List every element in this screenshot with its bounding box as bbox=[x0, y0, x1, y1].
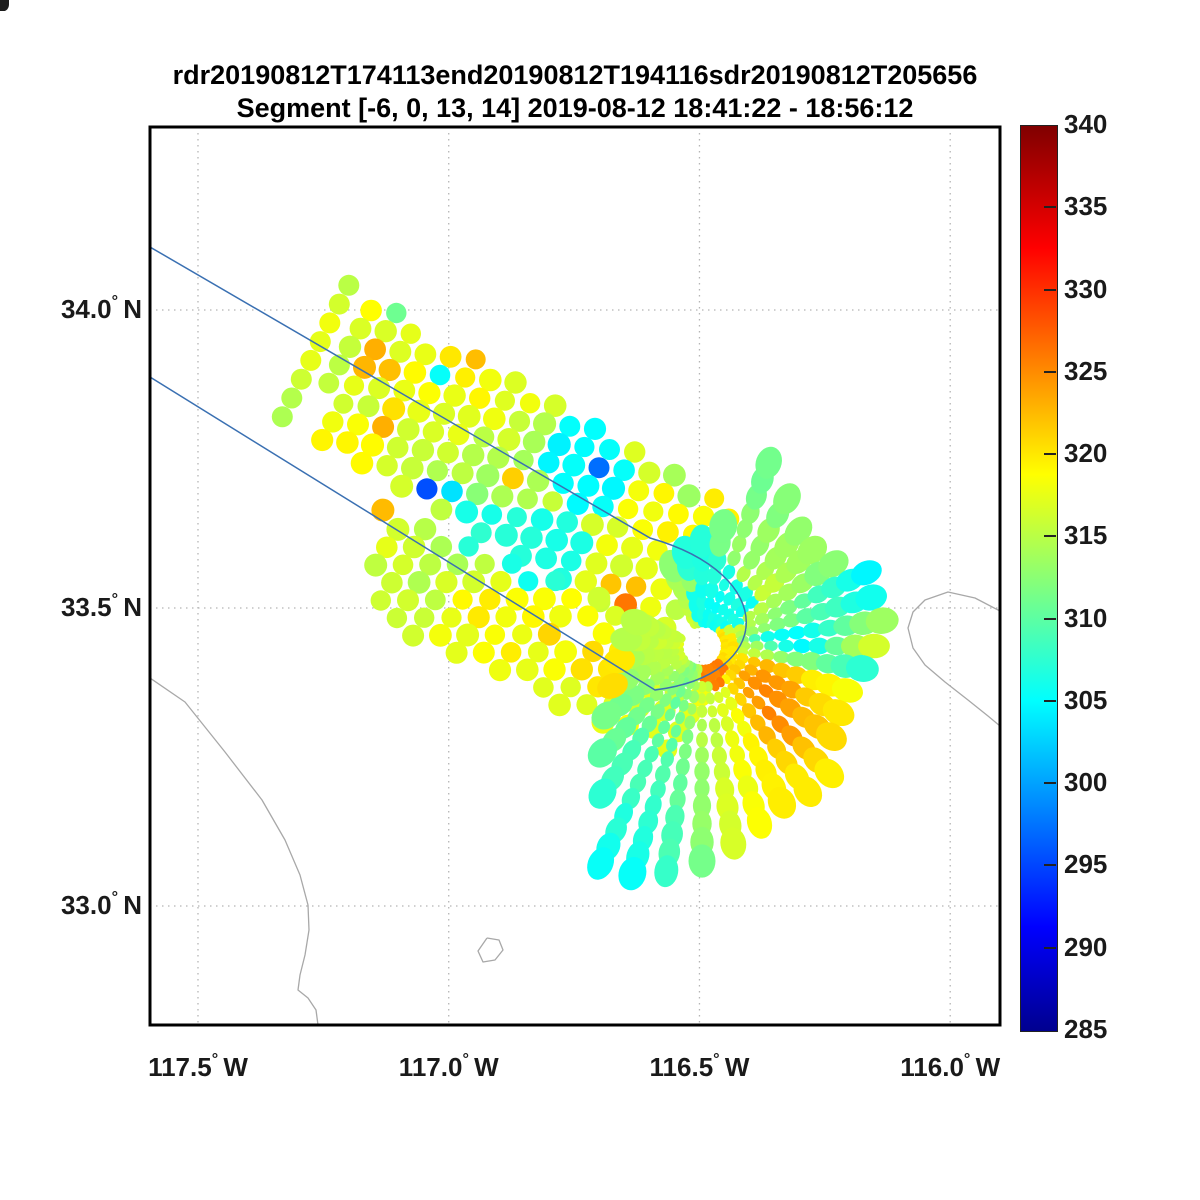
x-tick-label: 116.5° W bbox=[649, 1050, 750, 1082]
colorbar-tick-mark bbox=[1044, 535, 1056, 538]
colorbar-tick-label: 315 bbox=[1064, 520, 1108, 551]
colorbar-tick-label: 330 bbox=[1064, 273, 1108, 304]
island-outline bbox=[477, 937, 504, 963]
degree-symbol: ° bbox=[111, 590, 119, 609]
colorbar-gradient bbox=[1020, 125, 1058, 1032]
degree-symbol: ° bbox=[713, 1050, 720, 1069]
degree-symbol: ° bbox=[111, 888, 119, 907]
colorbar-tick-label: 305 bbox=[1064, 684, 1108, 715]
figure-title-line-2: Segment [-6, 0, 13, 14] 2019-08-12 18:41… bbox=[236, 93, 914, 123]
axes-border bbox=[148, 125, 1002, 1027]
x-tick-label: 117.5° W bbox=[148, 1050, 248, 1082]
colorbar-tick-label: 290 bbox=[1064, 931, 1108, 962]
degree-symbol: ° bbox=[462, 1050, 469, 1069]
colorbar-tick-mark bbox=[1044, 370, 1056, 373]
map-outlines bbox=[151, 591, 999, 1024]
colorbar-tick-label: 285 bbox=[1064, 1014, 1108, 1044]
colorbar-tick-label: 310 bbox=[1064, 602, 1108, 633]
degree-symbol: ° bbox=[111, 292, 119, 311]
colorbar-tick-mark bbox=[1044, 699, 1056, 702]
colorbar-tick-label: 295 bbox=[1064, 849, 1108, 880]
y-tick-label: 33.0° N bbox=[60, 888, 142, 920]
y-tick-label: 34.0° N bbox=[60, 292, 142, 324]
y-tick-label: 33.5° N bbox=[60, 590, 142, 622]
swath-scatter bbox=[271, 274, 740, 760]
fan-scatter bbox=[587, 446, 899, 891]
x-tick-label: 117.0° W bbox=[398, 1050, 499, 1082]
degree-symbol: ° bbox=[211, 1050, 219, 1069]
degree-symbol: ° bbox=[963, 1050, 971, 1069]
colorbar-tick-mark bbox=[1044, 946, 1056, 949]
flight-track-line bbox=[151, 246, 747, 691]
salton-sea-outline bbox=[907, 591, 999, 727]
colorbar-tick-mark bbox=[1044, 864, 1056, 867]
coastline-southwest bbox=[151, 677, 319, 1024]
colorbar-tick-label: 300 bbox=[1064, 767, 1108, 798]
colorbar-tick-label: 325 bbox=[1064, 355, 1108, 386]
colorbar-tick-label: 320 bbox=[1064, 438, 1108, 469]
figure-title-line-1: rdr20190812T174113end20190812T194116sdr2… bbox=[172, 60, 978, 90]
colorbar-tick-label: 335 bbox=[1064, 191, 1108, 222]
colorbar-tick-mark bbox=[1044, 617, 1056, 620]
colorbar-tick-mark bbox=[1044, 782, 1056, 785]
corner-artifact bbox=[0, 0, 9, 11]
colorbar-tick-mark bbox=[1044, 288, 1056, 291]
colorbar-tick-label: 340 bbox=[1064, 109, 1108, 139]
x-tick-label: 116.0° W bbox=[900, 1050, 1001, 1082]
colorbar-tick-mark bbox=[1044, 453, 1056, 456]
colorbar-tick-mark bbox=[1044, 206, 1056, 209]
